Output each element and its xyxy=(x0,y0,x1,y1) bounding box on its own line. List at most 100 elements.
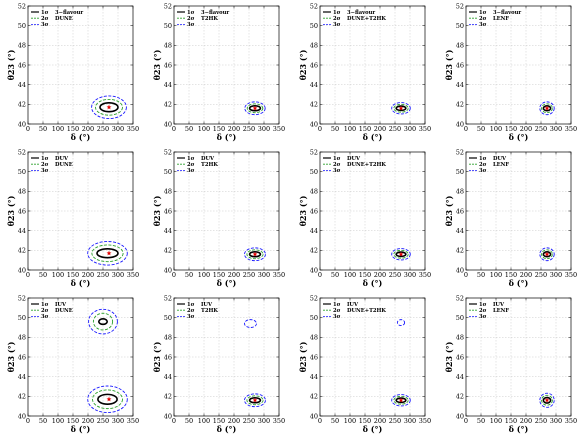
contour-2sigma xyxy=(393,103,409,113)
contour-2sigma xyxy=(246,395,264,406)
x-tick-label: 50 xyxy=(39,125,47,133)
x-tick-label: 150 xyxy=(505,125,517,133)
y-tick-label: 46 xyxy=(18,353,26,361)
legend-sigma-label: 2σ xyxy=(41,16,49,22)
legend-sigma-label: 2σ xyxy=(187,16,195,22)
x-axis-label: δ (°) xyxy=(217,132,237,142)
x-tick-label: 300 xyxy=(112,271,124,279)
y-tick-label: 46 xyxy=(456,207,464,215)
y-tick-label: 50 xyxy=(164,22,172,30)
y-tick-label: 42 xyxy=(310,247,318,255)
y-tick-label: 40 xyxy=(456,412,464,420)
x-tick-label: 50 xyxy=(331,417,339,425)
legend-name: DUNE+T2HK xyxy=(347,16,386,22)
contour-2sigma xyxy=(541,103,553,114)
x-tick-label: 100 xyxy=(52,417,64,425)
y-tick-label: 48 xyxy=(164,334,172,342)
x-tick-label: 150 xyxy=(67,125,79,133)
x-tick-label: 300 xyxy=(404,417,416,425)
x-tick-label: 200 xyxy=(520,125,532,133)
chart-panel-r3c1: 0 50 100 150 200 250 300 350 40 42 44 46 48 50 52 δ (°)… xyxy=(6,294,139,434)
legend-sigma-label: 2σ xyxy=(41,162,49,168)
legend-name: IUV xyxy=(201,302,213,308)
legend-name: LENF xyxy=(493,308,509,314)
legend-sigma-label: 2σ xyxy=(333,16,341,22)
legend-name: DUNE+T2HK xyxy=(347,308,386,314)
legend-sigma-label: 3σ xyxy=(41,168,49,174)
x-tick-label: 350 xyxy=(565,125,577,133)
contour-3sigma xyxy=(539,101,555,116)
x-tick-label: 150 xyxy=(213,125,225,133)
x-axis-label: δ (°) xyxy=(509,424,529,434)
x-tick-label: 300 xyxy=(550,125,562,133)
x-tick-label: 300 xyxy=(258,125,270,133)
legend-name: DUV xyxy=(201,156,215,162)
legend-sigma-label: 1σ xyxy=(333,156,341,162)
y-axis-label: θ23 (°) xyxy=(444,341,454,372)
x-tick-label: 200 xyxy=(82,271,94,279)
legend-name: DUNE xyxy=(55,16,73,22)
legend-name: T2HK xyxy=(201,308,218,314)
x-tick-label: 150 xyxy=(67,417,79,425)
x-tick-label: 50 xyxy=(477,417,485,425)
x-tick-label: 350 xyxy=(419,271,431,279)
x-axis-label: δ (°) xyxy=(217,278,237,288)
y-tick-label: 52 xyxy=(310,148,318,156)
x-tick-label: 200 xyxy=(82,125,94,133)
y-tick-label: 46 xyxy=(164,207,172,215)
y-tick-label: 50 xyxy=(456,314,464,322)
y-tick-label: 46 xyxy=(310,207,318,215)
y-tick-label: 42 xyxy=(456,101,464,109)
x-tick-label: 250 xyxy=(243,417,255,425)
x-axis-label: δ (°) xyxy=(363,278,383,288)
x-tick-label: 350 xyxy=(127,271,139,279)
x-axis-label: δ (°) xyxy=(71,278,91,288)
y-tick-label: 50 xyxy=(18,22,26,30)
x-tick-label: 100 xyxy=(198,417,210,425)
best-fit-marker xyxy=(398,397,404,403)
legend-sigma-label: 1σ xyxy=(333,302,341,308)
contour-3sigma xyxy=(244,393,266,408)
x-tick-label: 0 xyxy=(26,271,30,279)
best-fit-marker xyxy=(544,397,550,403)
y-tick-label: 44 xyxy=(310,227,318,235)
x-tick-label: 100 xyxy=(490,271,502,279)
x-tick-label: 350 xyxy=(565,271,577,279)
contour-3sigma xyxy=(91,95,127,120)
contour-3sigma xyxy=(391,248,411,261)
y-tick-label: 40 xyxy=(164,120,172,128)
x-tick-label: 100 xyxy=(52,125,64,133)
best-fit-marker xyxy=(106,104,112,110)
legend-name: DUNE xyxy=(55,162,73,168)
y-tick-label: 46 xyxy=(164,61,172,69)
y-tick-label: 44 xyxy=(18,373,26,381)
legend-sigma-label: 2σ xyxy=(479,162,487,168)
legend-sigma-label: 3σ xyxy=(187,314,195,320)
legend-sigma-label: 3σ xyxy=(333,168,341,174)
best-fit-marker xyxy=(398,251,404,257)
y-tick-label: 50 xyxy=(456,168,464,176)
x-tick-label: 250 xyxy=(97,271,109,279)
y-tick-label: 40 xyxy=(18,266,26,274)
legend-name: IUV xyxy=(55,302,67,308)
y-tick-label: 52 xyxy=(310,294,318,302)
y-tick-label: 42 xyxy=(164,247,172,255)
x-tick-label: 0 xyxy=(172,417,176,425)
y-tick-label: 46 xyxy=(310,61,318,69)
legend-sigma-label: 3σ xyxy=(187,168,195,174)
legend-sigma-label: 1σ xyxy=(41,302,49,308)
x-tick-label: 0 xyxy=(464,271,468,279)
x-tick-label: 100 xyxy=(52,271,64,279)
y-axis-label: θ23 (°) xyxy=(6,341,16,372)
chart-panel-r1c3: 0 50 100 150 200 250 300 350 40 42 44 46 48 50 52 δ (°)… xyxy=(298,2,431,142)
y-axis-label: θ23 (°) xyxy=(152,195,162,226)
legend-sigma-label: 3σ xyxy=(187,22,195,28)
legend-name: LENF xyxy=(493,16,509,22)
legend-name: 3−flavour xyxy=(347,10,375,16)
x-tick-label: 100 xyxy=(344,271,356,279)
contour-2sigma xyxy=(393,249,409,259)
x-tick-label: 0 xyxy=(318,271,322,279)
